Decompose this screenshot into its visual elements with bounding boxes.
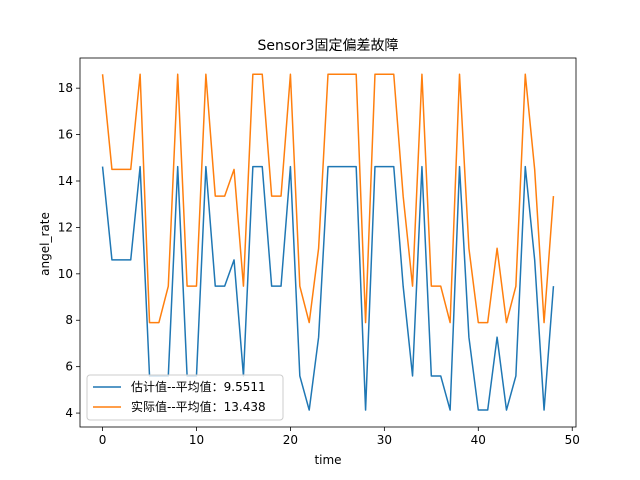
plot-area: 0 10 20 30 40 50 4 6 8 10 12 14 16 18 估计值--平均值：9.5511 实… bbox=[58, 57, 580, 447]
y-tick-label: 18 bbox=[58, 81, 73, 95]
x-tick-label: 10 bbox=[189, 433, 204, 447]
legend-box bbox=[86, 374, 284, 421]
series-line-1 bbox=[101, 165, 555, 411]
y-axis-label: angel_rate bbox=[38, 212, 52, 276]
legend-label-2: 实际值--平均值：13.438 bbox=[131, 399, 266, 414]
y-tick-label: 10 bbox=[58, 267, 73, 281]
x-tick-label: 50 bbox=[565, 433, 580, 447]
series-line-2 bbox=[101, 73, 555, 324]
y-tick-label: 14 bbox=[58, 174, 73, 188]
y-tick-label: 4 bbox=[65, 406, 73, 420]
x-tick-label: 30 bbox=[377, 433, 392, 447]
y-tick-label: 6 bbox=[65, 360, 73, 374]
x-axis-label: time bbox=[314, 453, 341, 467]
axes-frame bbox=[79, 57, 577, 428]
y-tick-label: 12 bbox=[58, 220, 73, 234]
chart-title: Sensor3固定偏差故障 bbox=[258, 38, 399, 54]
x-tick-label: 20 bbox=[283, 433, 298, 447]
x-tick-label: 0 bbox=[99, 433, 107, 447]
y-tick-label: 16 bbox=[58, 128, 73, 142]
legend-label-1: 估计值--平均值：9.5511 bbox=[131, 379, 266, 394]
x-tick-label: 40 bbox=[471, 433, 486, 447]
y-tick-label: 8 bbox=[65, 313, 73, 327]
